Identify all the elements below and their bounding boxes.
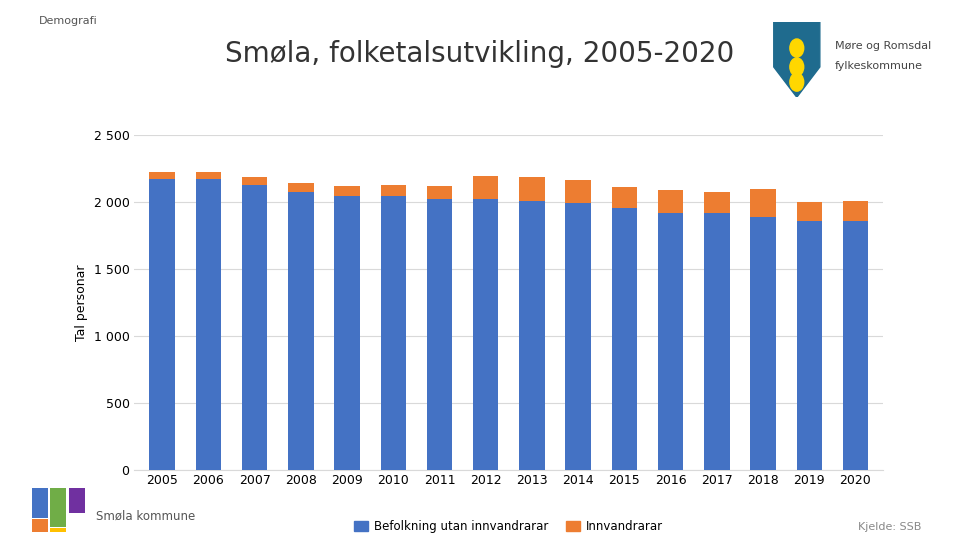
Text: Kjelde: SSB: Kjelde: SSB — [858, 522, 922, 532]
Bar — [334, 196, 360, 470]
Text: Møre og Romsdal: Møre og Romsdal — [835, 41, 931, 51]
Bar — [519, 201, 544, 470]
Bar — [288, 192, 314, 470]
Bar — [50, 528, 66, 532]
Bar — [565, 180, 590, 203]
Bar — [797, 221, 822, 470]
Bar — [612, 208, 637, 470]
Bar — [150, 172, 175, 179]
Bar — [843, 221, 868, 470]
Bar — [427, 199, 452, 470]
Bar — [797, 202, 822, 221]
Bar — [658, 213, 684, 470]
Y-axis label: Tal personar: Tal personar — [75, 264, 88, 341]
Bar — [843, 201, 868, 221]
Circle shape — [790, 73, 804, 91]
Legend: Befolkning utan innvandrarar, Innvandrarar: Befolkning utan innvandrarar, Innvandrar… — [349, 515, 668, 537]
Bar — [242, 185, 267, 470]
Bar — [380, 195, 406, 470]
Bar — [380, 185, 406, 195]
Bar — [196, 172, 221, 179]
Bar — [196, 179, 221, 470]
Polygon shape — [774, 22, 820, 97]
Bar — [519, 177, 544, 201]
Bar — [473, 199, 498, 470]
Bar — [658, 190, 684, 213]
Bar — [704, 192, 730, 213]
Bar — [427, 186, 452, 199]
Bar — [32, 518, 48, 532]
Bar — [242, 177, 267, 185]
Text: fylkeskommune: fylkeskommune — [835, 61, 924, 71]
Text: Demografi: Demografi — [38, 16, 97, 26]
Bar — [751, 217, 776, 470]
Bar — [334, 186, 360, 196]
Bar — [50, 488, 66, 527]
Bar — [288, 183, 314, 192]
Circle shape — [790, 39, 804, 57]
Bar — [612, 187, 637, 208]
Bar — [150, 179, 175, 470]
Bar — [565, 203, 590, 470]
Bar — [68, 488, 84, 513]
Bar — [32, 488, 48, 517]
Bar — [751, 188, 776, 217]
Bar — [473, 176, 498, 199]
Circle shape — [790, 58, 804, 76]
Bar — [704, 213, 730, 470]
Text: Smøla kommune: Smøla kommune — [96, 509, 195, 522]
Text: Smøla, folketalsutvikling, 2005-2020: Smøla, folketalsutvikling, 2005-2020 — [226, 40, 734, 68]
